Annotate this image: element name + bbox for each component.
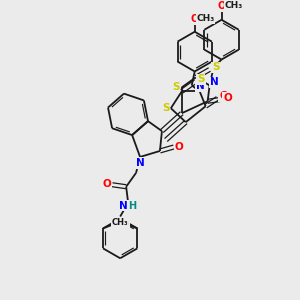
Text: H: H	[128, 201, 136, 211]
Text: CH₃: CH₃	[112, 218, 129, 227]
Text: N: N	[210, 77, 219, 87]
Text: N: N	[119, 201, 128, 211]
Text: O: O	[103, 179, 112, 189]
Text: O: O	[223, 93, 232, 103]
Text: CH₃: CH₃	[111, 218, 128, 227]
Text: S: S	[197, 74, 204, 84]
Text: O: O	[219, 91, 228, 101]
Text: CH₃: CH₃	[224, 2, 243, 10]
Text: S: S	[162, 103, 169, 113]
Text: N: N	[136, 158, 144, 168]
Text: O: O	[218, 1, 226, 11]
Text: CH₃: CH₃	[196, 14, 215, 23]
Text: O: O	[190, 14, 199, 24]
Text: S: S	[172, 82, 180, 92]
Text: O: O	[174, 142, 183, 152]
Text: N: N	[196, 81, 205, 92]
Text: S: S	[212, 62, 219, 73]
